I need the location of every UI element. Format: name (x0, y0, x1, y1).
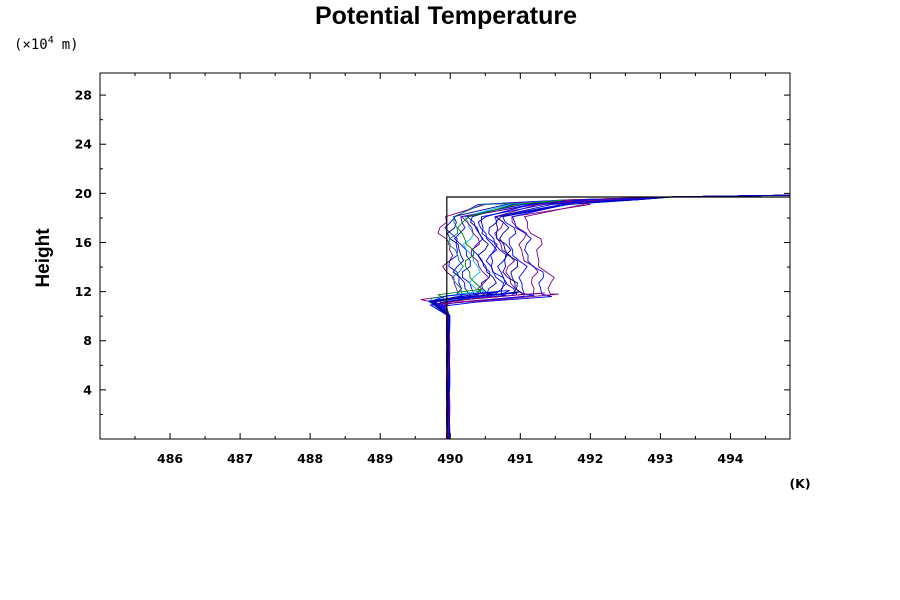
x-axis-label: (K) (789, 476, 810, 491)
x-tick-label: 489 (367, 451, 393, 466)
series-line (444, 194, 791, 439)
y-unit-exponent: 4 (48, 35, 54, 46)
x-tick-label: 491 (507, 451, 533, 466)
y-tick-label: 16 (75, 235, 93, 250)
y-tick-label: 4 (83, 382, 92, 397)
series-line (433, 194, 791, 439)
y-unit-suffix: m) (62, 37, 79, 53)
x-tick-label: 490 (437, 451, 463, 466)
chart-title: Potential Temperature (315, 2, 577, 30)
x-axis-ticks: 486 487 488 489 490 491 492 493 494 (134, 73, 766, 466)
x-tick-label: 494 (717, 451, 743, 466)
y-unit-prefix: (×10 (14, 37, 48, 53)
y-axis-label: Height (33, 228, 54, 288)
x-tick-label: 487 (227, 451, 253, 466)
y-tick-label: 24 (75, 137, 93, 152)
reference-profile-line (446, 196, 790, 439)
x-tick-label: 488 (297, 451, 323, 466)
y-axis-ticks: 4 8 12 16 20 24 28 (75, 88, 790, 415)
y-tick-label: 28 (75, 88, 92, 103)
plot-frame (99, 72, 791, 440)
reference-profile (446, 196, 790, 439)
y-tick-label: 8 (83, 333, 92, 348)
x-tick-label: 492 (577, 451, 603, 466)
y-tick-label: 12 (75, 284, 92, 299)
y-unit-label: (×104 m) (14, 35, 79, 53)
x-tick-label: 493 (647, 451, 673, 466)
series-line (429, 194, 791, 439)
y-tick-label: 20 (75, 186, 93, 201)
x-tick-label: 486 (157, 451, 183, 466)
